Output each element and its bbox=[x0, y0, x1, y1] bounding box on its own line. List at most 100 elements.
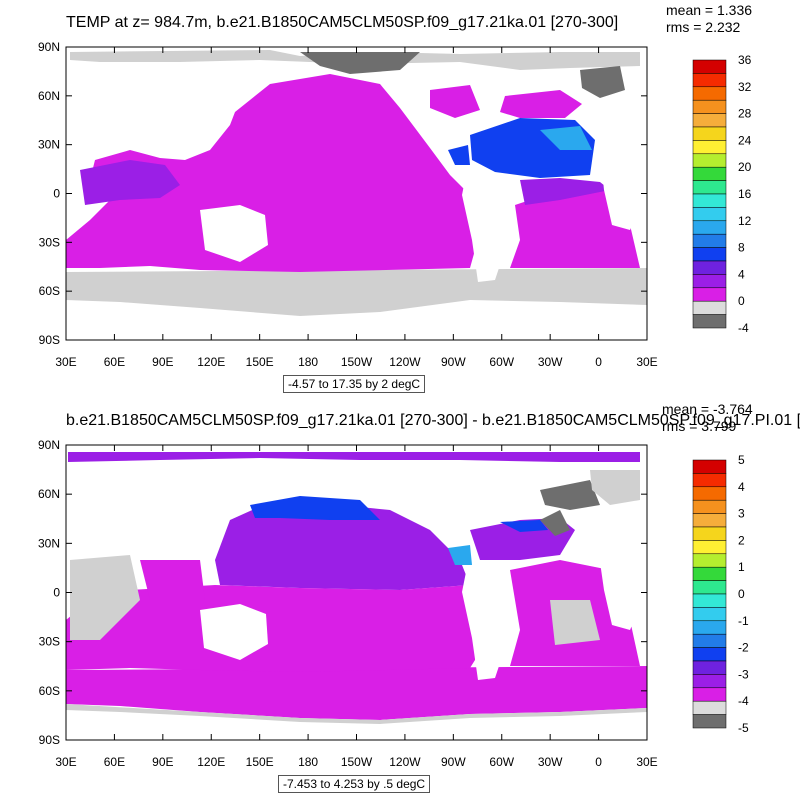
panel2-colorbar-swatch bbox=[692, 674, 727, 689]
panel1-colorbar-swatch bbox=[692, 220, 727, 235]
panel1-pacific-region bbox=[66, 74, 485, 272]
panel2-north-atlantic-dark-region bbox=[540, 510, 570, 536]
panel1-greenland-dark-region bbox=[580, 66, 625, 98]
panel2-colorbar-label: -1 bbox=[738, 614, 749, 628]
panel2-lon-tick-label: 180 bbox=[298, 755, 318, 769]
panel1-lat-tick-label: 30S bbox=[39, 235, 60, 249]
panel1-mean: mean = 1.336 bbox=[666, 2, 753, 18]
panel2-colorbar-label: -5 bbox=[738, 721, 749, 735]
panel1-colorbar-label: 36 bbox=[738, 53, 752, 67]
panel1-colorbar-label: 0 bbox=[738, 294, 745, 308]
panel1-indian-region bbox=[80, 160, 180, 205]
panel2-colorbar-swatch bbox=[692, 633, 727, 648]
panel2-colorbar-label: 3 bbox=[738, 507, 745, 521]
panel1-africa bbox=[600, 150, 647, 230]
panel2-indian-gray-region bbox=[70, 555, 140, 640]
panel1-north-atlantic-magenta-region bbox=[500, 90, 582, 118]
panel1-lon-tick-label: 90E bbox=[152, 355, 173, 369]
panel1-lat-tick-label: 90N bbox=[38, 40, 60, 54]
panel1-colorbar-swatch bbox=[692, 300, 727, 315]
panel2-south-pacific-region bbox=[66, 585, 485, 672]
panel1-colorbar-swatch bbox=[692, 233, 727, 248]
panel1-colorbar-swatch bbox=[692, 180, 727, 195]
panel1-arctic-ocean-region bbox=[430, 85, 480, 118]
panel1-lat-tick-label: 30N bbox=[38, 138, 60, 152]
panel2-colorbar-swatch bbox=[692, 607, 727, 622]
panel2-lon-tick-label: 30E bbox=[636, 755, 657, 769]
panel2-europe-dark-region bbox=[540, 480, 600, 510]
panel2-colorbar-label: -2 bbox=[738, 641, 749, 655]
panel1-lon-tick-label: 30E bbox=[55, 355, 76, 369]
panel2-map bbox=[65, 444, 648, 741]
panel1-colorbar-label: 32 bbox=[738, 80, 752, 94]
panel2-colorbar-label: 4 bbox=[738, 480, 745, 494]
panel2-indian-magenta-region bbox=[140, 560, 205, 600]
panel1-lon-tick-label: 150W bbox=[341, 355, 373, 369]
panel1-arctic-dark-region bbox=[300, 52, 420, 74]
panel2-gulf-blue-region bbox=[448, 545, 472, 565]
panel2-colorbar-label: 1 bbox=[738, 560, 745, 574]
panel1-lon-tick-label: 60E bbox=[104, 355, 125, 369]
panel2-colorbar-swatch bbox=[692, 620, 727, 635]
panel2-australia bbox=[200, 604, 268, 660]
panel1-equatorial-atlantic-region bbox=[520, 178, 610, 205]
panel1-colorbar-swatch bbox=[692, 140, 727, 155]
panel1-colorbar-swatch bbox=[692, 287, 727, 302]
panel1-colorbar-swatch bbox=[692, 260, 727, 275]
panel2-africa bbox=[598, 548, 647, 630]
panel1-colorbar-swatch bbox=[692, 113, 727, 128]
panel2-colorbar-swatch bbox=[692, 687, 727, 702]
panel2-lat-tick-label: 60S bbox=[39, 684, 60, 698]
panel2-colorbar-swatch bbox=[692, 459, 727, 474]
panel2-lon-tick-label: 150E bbox=[246, 755, 274, 769]
panel2-north-pacific-blue-region bbox=[250, 496, 380, 520]
panel1-north-atlantic-cyan-region bbox=[540, 126, 592, 150]
panel2-colorbar-swatch bbox=[692, 593, 727, 608]
panel2-colorbar-swatch bbox=[692, 553, 727, 568]
panel1-colorbar-label: 8 bbox=[738, 241, 745, 255]
panel1-lat-tick-label: 60N bbox=[38, 89, 60, 103]
panel2-arctic-region bbox=[68, 452, 640, 462]
panel2-mean: mean = -3.764 bbox=[662, 401, 753, 417]
panel1-map bbox=[65, 46, 648, 341]
panel1-lon-tick-label: 0 bbox=[595, 355, 602, 369]
panel2-colorbar-label: 2 bbox=[738, 533, 745, 547]
panel2-lon-tick-label: 60W bbox=[489, 755, 514, 769]
panel1-south-america bbox=[462, 165, 540, 282]
panel1-lon-tick-label: 120W bbox=[389, 355, 421, 369]
panel2-lon-tick-label: 60E bbox=[104, 755, 125, 769]
panel1-lon-tick-label: 30E bbox=[636, 355, 657, 369]
panel1-colorbar-swatch bbox=[692, 166, 727, 181]
panel1-gulf-region bbox=[448, 145, 470, 165]
panel2-colorbar-swatch bbox=[692, 486, 727, 501]
panel2-lat-tick-label: 90N bbox=[38, 438, 60, 452]
panel2-lon-tick-label: 30E bbox=[55, 755, 76, 769]
panel1-lon-tick-label: 30W bbox=[538, 355, 563, 369]
panel2-lon-tick-label: 120E bbox=[197, 755, 225, 769]
panel2-colorbar-swatch bbox=[692, 580, 727, 595]
panel1-colorbar-label: 12 bbox=[738, 214, 752, 228]
panel1-colorbar-label: 20 bbox=[738, 160, 752, 174]
panel2-lon-tick-label: 30W bbox=[538, 755, 563, 769]
panel2-lat-tick-label: 30S bbox=[39, 635, 60, 649]
panel2-north-atlantic-blue-region bbox=[500, 520, 548, 532]
panel2-colorbar-label: -4 bbox=[738, 694, 749, 708]
panel1-colorbar-swatch bbox=[692, 153, 727, 168]
panel1-colorbar-swatch bbox=[692, 274, 727, 289]
panel2-colorbar-swatch bbox=[692, 513, 727, 528]
panel1-colorbar-swatch bbox=[692, 86, 727, 101]
panel1-range-label: -4.57 to 17.35 by 2 degC bbox=[283, 375, 426, 393]
panel2-colorbar-label: 0 bbox=[738, 587, 745, 601]
panel2-lon-tick-label: 120W bbox=[389, 755, 421, 769]
panel1-colorbar-swatch bbox=[692, 126, 727, 141]
panel1-colorbar-label: 24 bbox=[738, 133, 752, 147]
panel2-lat-tick-label: 90S bbox=[39, 733, 60, 747]
panel1-australia bbox=[200, 205, 268, 262]
panel1-lat-tick-label: 90S bbox=[39, 333, 60, 347]
panel1-colorbar-swatch bbox=[692, 247, 727, 262]
panel2-rms: rms = 3.799 bbox=[662, 418, 737, 434]
panel1-southern-ice-region bbox=[66, 268, 647, 316]
panel1-colorbar-swatch bbox=[692, 59, 727, 74]
panel1-colorbar-swatch bbox=[692, 314, 727, 329]
